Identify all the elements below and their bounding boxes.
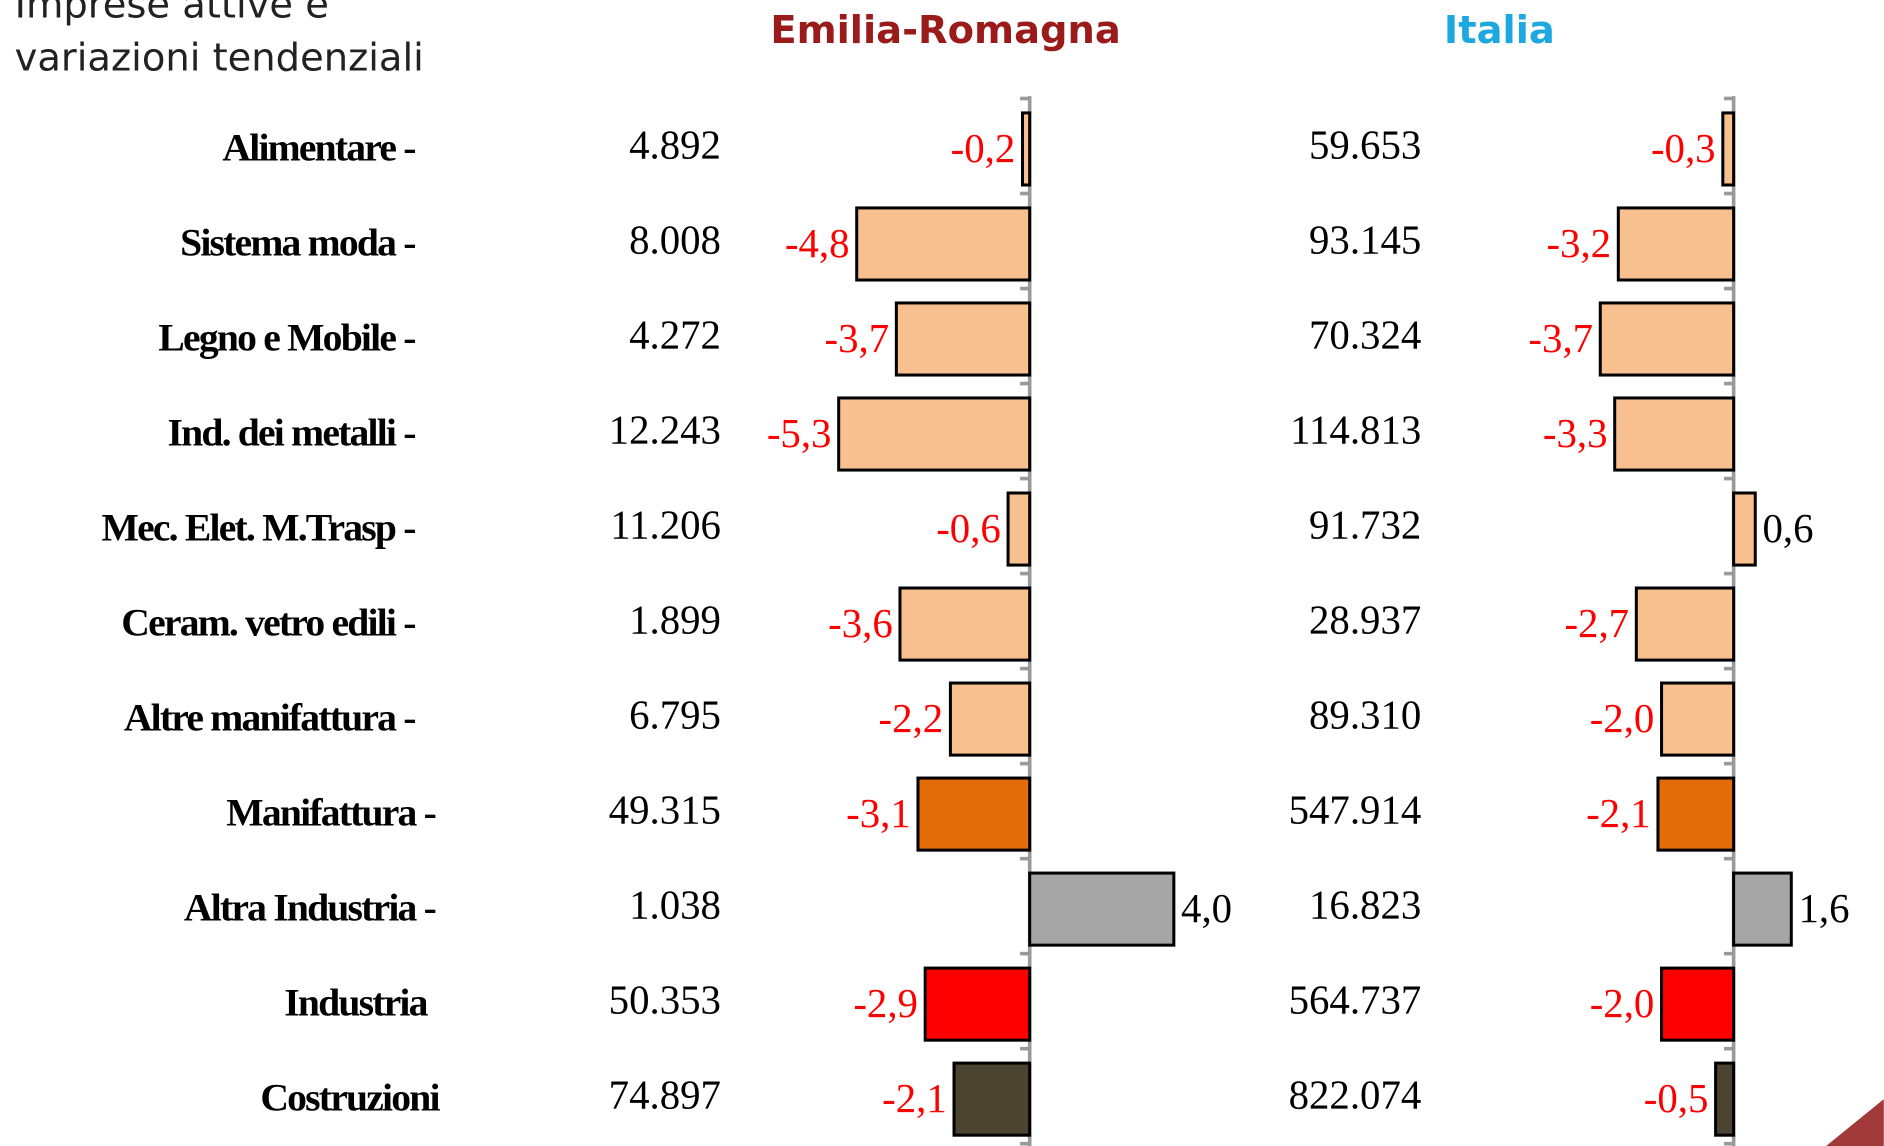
value-label: -0,6 (936, 506, 1001, 551)
bar (948, 681, 1032, 757)
bar (952, 1061, 1032, 1137)
value-label: -2,1 (882, 1076, 947, 1121)
category-label: Costruzioni (260, 1076, 440, 1120)
value-label: -2,0 (1590, 696, 1655, 741)
value-label: -2,7 (1564, 601, 1629, 646)
bar (1656, 776, 1736, 852)
panel-title: Emilia-Romagna (770, 8, 1121, 53)
count-label: 89.310 (1309, 692, 1421, 737)
bar (1714, 1061, 1736, 1137)
count-label: 114.813 (1290, 407, 1421, 452)
bar (1660, 681, 1736, 757)
value-label: -3,2 (1546, 221, 1611, 266)
category-label: Manifattura - (226, 791, 435, 835)
bar (1028, 871, 1176, 947)
heading: Imprese attive e (15, 0, 329, 28)
category-label: Altra Industria - (184, 886, 436, 930)
value-label: -2,0 (1590, 981, 1655, 1026)
value-label: 4,0 (1181, 886, 1232, 931)
value-label: -0,2 (951, 126, 1016, 171)
value-label: -2,1 (1586, 791, 1651, 836)
count-label: 6.795 (629, 692, 721, 737)
count-label: 1.899 (629, 597, 721, 642)
bar (894, 301, 1032, 377)
bar (1598, 301, 1736, 377)
bar (916, 776, 1032, 852)
bar (1732, 871, 1793, 947)
bar (923, 966, 1032, 1042)
panel-title: Italia (1444, 8, 1555, 53)
count-label: 28.937 (1309, 597, 1421, 642)
value-label: -3,1 (846, 791, 911, 836)
count-label: 50.353 (609, 978, 721, 1023)
count-label: 12.243 (609, 407, 721, 452)
count-label: 547.914 (1289, 787, 1422, 832)
count-label: 4.892 (629, 122, 721, 167)
heading: variazioni tendenziali (15, 36, 424, 81)
bar (1721, 111, 1736, 187)
bar (855, 206, 1032, 282)
value-label: -0,5 (1644, 1076, 1709, 1121)
value-label: -3,6 (828, 601, 893, 646)
category-label: Alimentare - (222, 125, 415, 169)
count-label: 1.038 (629, 882, 721, 927)
value-label: -3,3 (1543, 411, 1608, 456)
value-label: -3,7 (1528, 316, 1593, 361)
category-label: Ceram. vetro edili - (121, 601, 415, 645)
value-label: -2,2 (879, 696, 944, 741)
bar (1006, 491, 1032, 567)
count-label: 564.737 (1289, 978, 1422, 1023)
decoration (1826, 1099, 1884, 1146)
count-label: 11.206 (610, 502, 721, 547)
count-label: 4.272 (629, 312, 721, 357)
category-label: Ind. dei metalli - (167, 411, 415, 455)
bar (837, 396, 1032, 472)
value-label: -5,3 (767, 411, 832, 456)
count-label: 59.653 (1309, 122, 1421, 167)
bar (1732, 491, 1757, 567)
count-label: 93.145 (1309, 217, 1421, 262)
category-label: Legno e Mobile - (158, 315, 415, 359)
bar (898, 586, 1032, 662)
count-label: 91.732 (1309, 502, 1421, 547)
value-label: -0,3 (1651, 126, 1716, 171)
value-label: -2,9 (853, 981, 918, 1026)
category-label: Altre manifattura - (124, 696, 415, 740)
bar (1613, 396, 1736, 472)
bar (1634, 586, 1736, 662)
bar (1020, 111, 1032, 187)
value-label: 1,6 (1798, 886, 1849, 931)
count-label: 8.008 (629, 217, 721, 262)
bar (1616, 206, 1736, 282)
value-label: 0,6 (1762, 506, 1813, 551)
count-label: 16.823 (1309, 882, 1421, 927)
category-label: Sistema moda - (180, 220, 415, 264)
count-label: 74.897 (609, 1073, 721, 1118)
bar (1660, 966, 1736, 1042)
value-label: -4,8 (785, 221, 850, 266)
count-label: 822.074 (1289, 1073, 1422, 1118)
count-label: 70.324 (1309, 312, 1421, 357)
value-label: -3,7 (825, 316, 890, 361)
category-label: Industria (284, 981, 428, 1025)
count-label: 49.315 (609, 787, 721, 832)
category-label: Mec. Elet. M.Trasp - (102, 506, 416, 550)
